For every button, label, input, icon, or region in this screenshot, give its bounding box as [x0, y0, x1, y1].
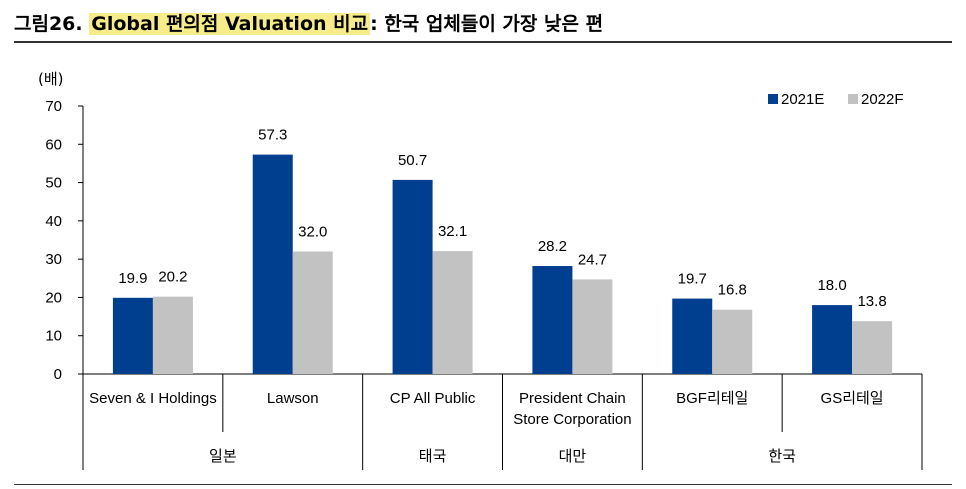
- category-label: BGF리테일: [676, 390, 748, 407]
- category-labels: Seven & I Holdings Lawson CP All Public Pre…: [89, 390, 883, 428]
- y-tick-label: 60: [45, 136, 62, 153]
- bottom-rule: [14, 484, 952, 485]
- y-unit-label: (배): [38, 70, 64, 88]
- data-label-2022F: 32.0: [298, 223, 327, 240]
- y-tick-label: 10: [45, 328, 62, 345]
- legend: 2021E 2022F: [768, 91, 904, 108]
- bar-2022F: [852, 321, 893, 374]
- data-label-2021E: 50.7: [398, 152, 427, 169]
- group-label: 한국: [768, 447, 796, 465]
- data-label-2021E: 19.9: [118, 270, 147, 287]
- data-label-2022F: 16.8: [718, 282, 747, 299]
- y-tick-label: 20: [45, 289, 62, 306]
- legend-label-2022F: 2022F: [861, 91, 904, 108]
- title-highlight: Global 편의점 Valuation 비교: [89, 13, 371, 35]
- legend-label-2021E: 2021E: [781, 91, 824, 108]
- data-label-2021E: 19.7: [678, 271, 707, 288]
- y-tick-label: 0: [54, 366, 62, 383]
- data-labels: 19.9 57.3 50.7 28.2 19.7 18.0 20.2 32.0 32.1 24.7…: [118, 127, 886, 311]
- legend-swatch-2021E: [768, 94, 778, 104]
- category-label: GS리테일: [821, 390, 884, 407]
- category-label: Lawson: [267, 390, 319, 407]
- bar-2021E: [532, 266, 573, 374]
- data-label-2022F: 13.8: [857, 293, 886, 310]
- top-rule: [14, 41, 952, 43]
- y-tick-label: 30: [45, 251, 62, 268]
- bar-2021E: [672, 298, 713, 374]
- bar-2021E: [112, 297, 153, 374]
- legend-swatch-2022F: [848, 94, 858, 104]
- y-tick-label: 50: [45, 175, 62, 192]
- y-tick-label: 40: [45, 213, 62, 230]
- y-tick-label: 70: [45, 98, 62, 115]
- group-label: 태국: [419, 447, 447, 465]
- axes: 0 10 20 30 40 50 60 70: [45, 98, 923, 470]
- category-label: Seven & I Holdings: [89, 390, 217, 407]
- bar-2021E: [812, 305, 853, 374]
- bars: [112, 154, 893, 374]
- bar-2022F: [152, 296, 193, 374]
- title-prefix: 그림26.: [14, 13, 90, 35]
- bar-2022F: [572, 279, 613, 374]
- group-label: 일본: [209, 447, 237, 465]
- data-label-2021E: 18.0: [817, 277, 846, 294]
- bar-2021E: [252, 154, 293, 374]
- chart-title: 그림26. Global 편의점 Valuation 비교: 한국 업체들이 가…: [14, 8, 603, 40]
- category-label: President Chain Store Corporation: [513, 390, 631, 428]
- group-label: 대만: [559, 447, 587, 465]
- data-label-2022F: 20.2: [158, 269, 187, 286]
- group-labels: 일본 태국 대만 한국: [209, 447, 796, 465]
- bar-2021E: [392, 179, 433, 374]
- data-label-2021E: 28.2: [538, 238, 567, 255]
- bar-2022F: [712, 309, 753, 374]
- data-label-2021E: 57.3: [258, 127, 287, 144]
- bar-2022F: [292, 251, 333, 374]
- category-label: CP All Public: [390, 390, 476, 407]
- data-label-2022F: 24.7: [578, 251, 607, 268]
- title-suffix: : 한국 업체들이 가장 낮은 편: [370, 13, 604, 35]
- bar-2022F: [432, 251, 473, 374]
- data-label-2022F: 32.1: [438, 223, 467, 240]
